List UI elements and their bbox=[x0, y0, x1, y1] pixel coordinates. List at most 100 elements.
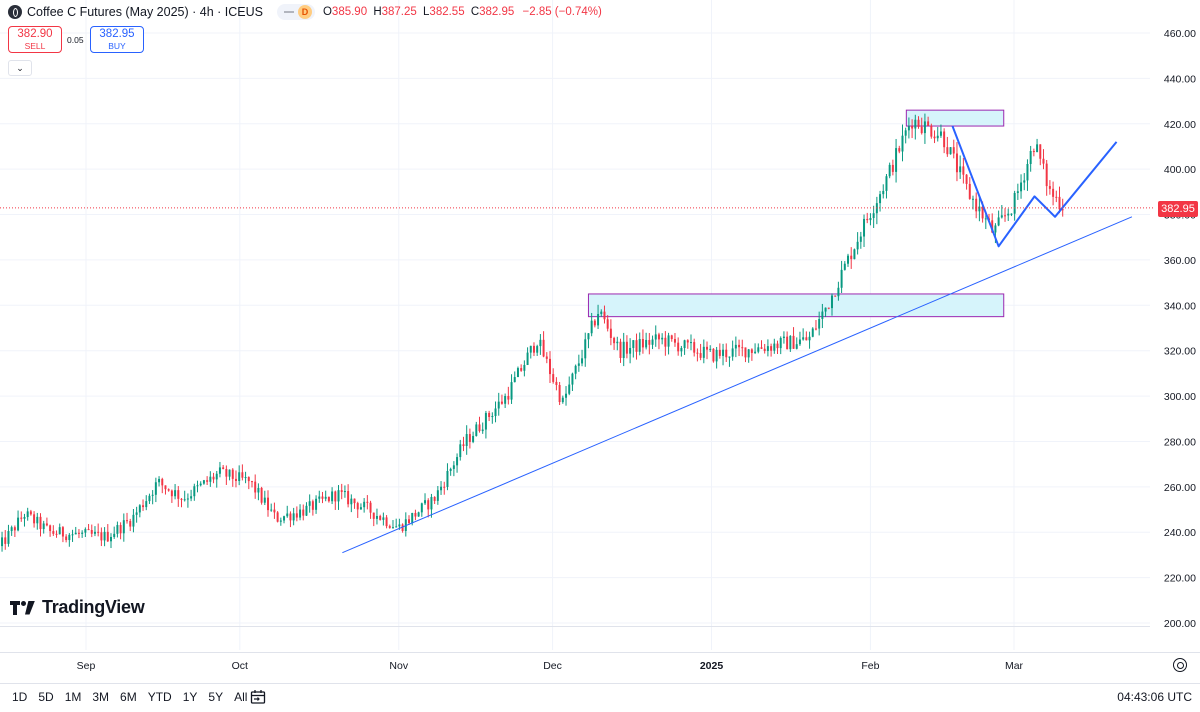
candle-body bbox=[55, 533, 58, 535]
pattern-path bbox=[951, 125, 1118, 248]
candle-body bbox=[481, 429, 484, 432]
candle-body bbox=[97, 531, 100, 533]
candle-body bbox=[465, 434, 468, 447]
candle-body bbox=[174, 490, 177, 497]
price-zone bbox=[587, 293, 1005, 318]
candle-body bbox=[981, 206, 984, 219]
candle-body bbox=[302, 509, 305, 516]
candle-body bbox=[1, 537, 4, 547]
candle-body bbox=[228, 469, 231, 477]
gear-icon[interactable] bbox=[1173, 658, 1187, 672]
range-button[interactable]: 1D bbox=[12, 690, 28, 704]
candle-body bbox=[622, 341, 625, 358]
candle-body bbox=[677, 342, 680, 352]
calendar-range-icon[interactable] bbox=[250, 689, 266, 705]
candle-body bbox=[484, 412, 487, 430]
ohlc-key: C bbox=[470, 6, 480, 18]
buy-button[interactable]: 382.95 BUY bbox=[90, 26, 144, 53]
candle-body bbox=[593, 320, 596, 326]
candle-body bbox=[1016, 191, 1019, 193]
candle-body bbox=[90, 529, 93, 534]
utc-clock[interactable]: 04:43:06 UTC bbox=[1117, 690, 1192, 704]
candle-body bbox=[792, 335, 795, 349]
tradingview-watermark[interactable]: TradingView bbox=[10, 597, 145, 618]
candle-body bbox=[388, 526, 391, 528]
candle-body bbox=[1004, 215, 1007, 217]
ohlc-value: 382.55 bbox=[429, 6, 465, 18]
candle-body bbox=[606, 319, 609, 329]
range-button[interactable]: 1Y bbox=[182, 690, 198, 704]
candle-body bbox=[744, 347, 747, 358]
candle-body bbox=[779, 338, 782, 349]
symbol-title[interactable]: Coffee C Futures (May 2025) · 4h · ICEUS bbox=[27, 5, 263, 19]
range-buttons: 1D 5D 1M 3M 6M YTD 1Y 5Y All bbox=[12, 690, 258, 704]
candle-body bbox=[1048, 186, 1051, 189]
range-button[interactable]: 5Y bbox=[208, 690, 224, 704]
candle-body bbox=[651, 339, 654, 345]
drawing-layer bbox=[0, 125, 1155, 554]
candle-body bbox=[613, 337, 616, 344]
interval-pill[interactable]: D bbox=[276, 4, 315, 20]
candle-body bbox=[161, 478, 164, 486]
price-zone bbox=[905, 109, 1005, 127]
candle-body bbox=[971, 198, 974, 200]
candle-body bbox=[340, 490, 343, 492]
candle-body bbox=[869, 217, 872, 221]
candle-body bbox=[1039, 144, 1042, 159]
range-button[interactable]: 1M bbox=[64, 690, 82, 704]
price-axis[interactable]: 460.00440.00420.00400.00380.00360.00340.… bbox=[1164, 28, 1196, 630]
collapse-button[interactable]: ⌄ bbox=[8, 60, 32, 76]
candle-body bbox=[10, 527, 13, 532]
candle-body bbox=[311, 501, 314, 510]
candle-body bbox=[183, 499, 186, 501]
candle-body bbox=[1061, 209, 1064, 211]
tradingview-logo-icon bbox=[10, 600, 36, 615]
candle-body bbox=[939, 131, 942, 136]
candle-body bbox=[199, 483, 202, 486]
candle-body bbox=[375, 515, 378, 519]
candle-body bbox=[830, 295, 833, 309]
dash-icon bbox=[283, 11, 294, 13]
candle-body bbox=[234, 478, 237, 481]
candle-body bbox=[129, 521, 132, 527]
candle-body bbox=[193, 486, 196, 497]
candle-body bbox=[741, 347, 744, 349]
candle-body bbox=[968, 183, 971, 199]
candle-body bbox=[1032, 150, 1035, 153]
candle-body bbox=[821, 311, 824, 319]
candle-body bbox=[440, 486, 443, 491]
range-button[interactable]: YTD bbox=[147, 690, 172, 704]
candle-body bbox=[356, 503, 359, 510]
candle-body bbox=[657, 334, 660, 340]
candle-body bbox=[654, 334, 657, 340]
candle-body bbox=[766, 346, 769, 351]
candle-body bbox=[725, 349, 728, 358]
candle-body bbox=[42, 523, 45, 530]
candle-body bbox=[436, 490, 439, 501]
candle-body bbox=[119, 525, 122, 534]
candle-body bbox=[536, 346, 539, 353]
candle-body bbox=[363, 501, 366, 508]
sell-button[interactable]: 382.90 SELL bbox=[8, 26, 62, 53]
candle-body bbox=[417, 512, 420, 517]
candle-body bbox=[558, 385, 561, 403]
candle-body bbox=[584, 339, 587, 359]
candle-body bbox=[696, 352, 699, 354]
candle-body bbox=[430, 496, 433, 510]
candle-body bbox=[331, 491, 334, 502]
candle-body bbox=[247, 477, 250, 482]
price-tick-label: 400.00 bbox=[1164, 164, 1196, 176]
time-tick-label: Mar bbox=[1005, 660, 1024, 672]
range-button[interactable]: 5D bbox=[38, 690, 54, 704]
candle-body bbox=[616, 341, 619, 344]
candle-body bbox=[391, 527, 394, 529]
range-button[interactable]: All bbox=[234, 690, 248, 704]
range-button[interactable]: 3M bbox=[92, 690, 110, 704]
range-button[interactable]: 6M bbox=[120, 690, 137, 704]
time-axis[interactable]: Sep Oct Nov Dec 2025 Feb Mar bbox=[0, 626, 1200, 673]
candle-body bbox=[408, 519, 410, 524]
candle-body bbox=[1007, 213, 1010, 216]
candle-body bbox=[609, 328, 612, 338]
candle-body bbox=[760, 347, 763, 349]
